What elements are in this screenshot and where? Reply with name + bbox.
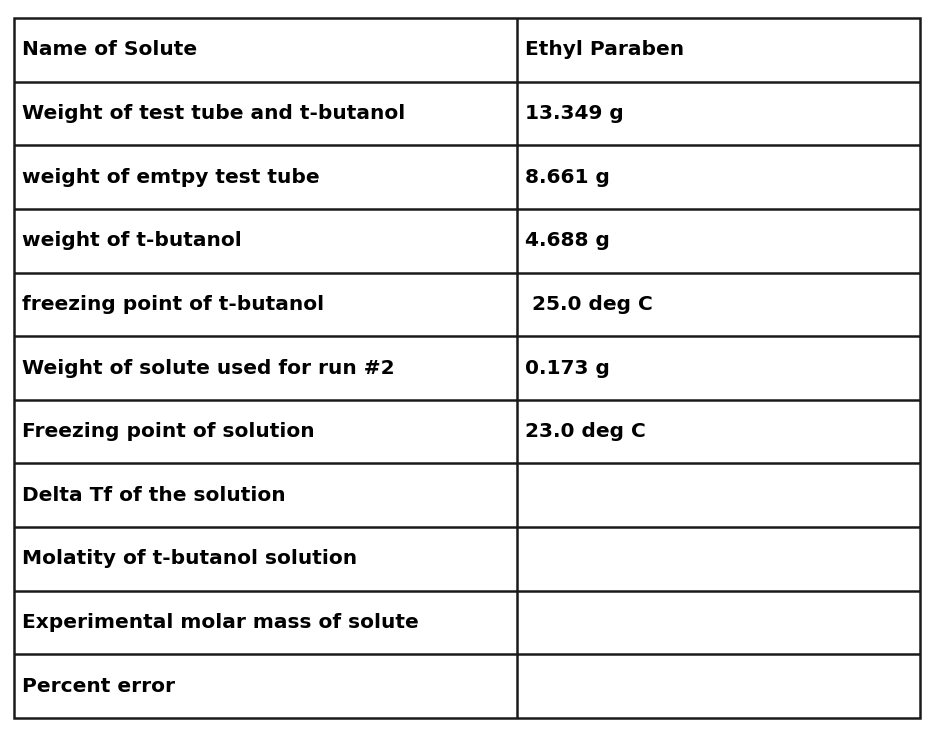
- Text: 0.173 g: 0.173 g: [525, 358, 609, 377]
- Text: Name of Solute: Name of Solute: [22, 40, 197, 59]
- Text: 8.661 g: 8.661 g: [525, 168, 609, 187]
- Text: 13.349 g: 13.349 g: [525, 104, 623, 123]
- Text: 25.0 deg C: 25.0 deg C: [525, 295, 652, 314]
- Text: 4.688 g: 4.688 g: [525, 231, 609, 250]
- Text: 23.0 deg C: 23.0 deg C: [525, 422, 646, 441]
- Text: Experimental molar mass of solute: Experimental molar mass of solute: [22, 613, 418, 632]
- Text: Delta Tf of the solution: Delta Tf of the solution: [22, 485, 285, 504]
- Text: Weight of solute used for run #2: Weight of solute used for run #2: [22, 358, 395, 377]
- Text: freezing point of t-butanol: freezing point of t-butanol: [22, 295, 324, 314]
- Text: Weight of test tube and t-butanol: Weight of test tube and t-butanol: [22, 104, 405, 123]
- Text: weight of emtpy test tube: weight of emtpy test tube: [22, 168, 319, 187]
- Text: Freezing point of solution: Freezing point of solution: [22, 422, 314, 441]
- Text: Molatity of t-butanol solution: Molatity of t-butanol solution: [22, 550, 358, 569]
- Text: Percent error: Percent error: [22, 677, 175, 696]
- Text: Ethyl Paraben: Ethyl Paraben: [525, 40, 684, 59]
- Text: weight of t-butanol: weight of t-butanol: [22, 231, 241, 250]
